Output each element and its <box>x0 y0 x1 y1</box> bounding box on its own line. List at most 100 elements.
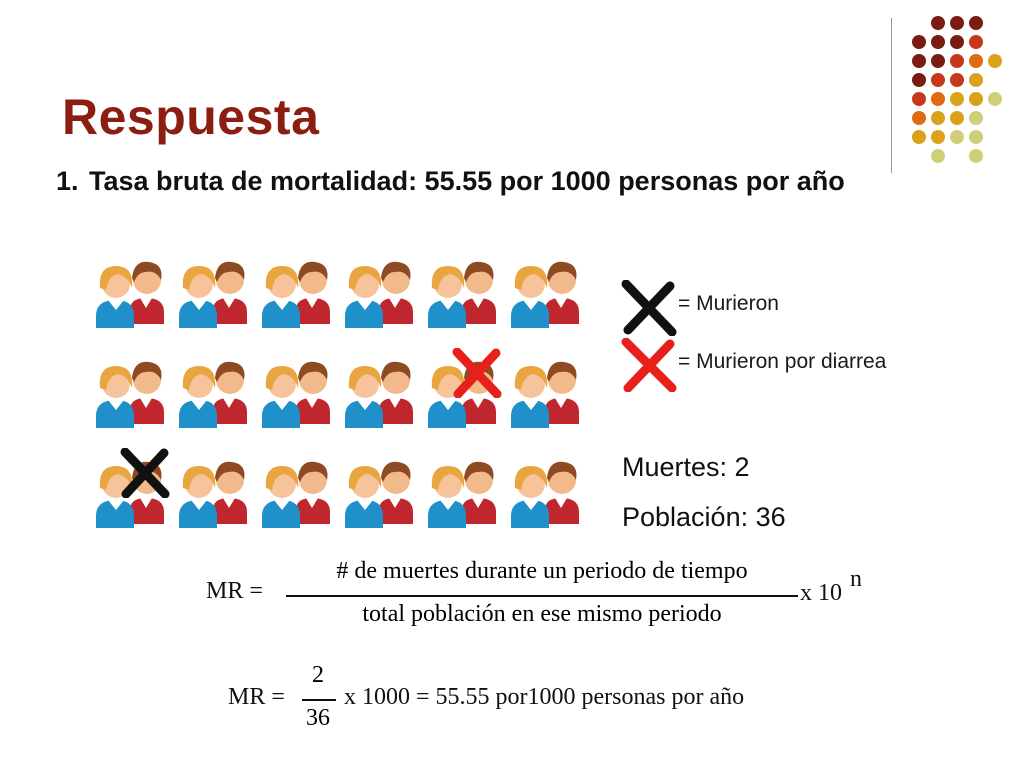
black-x-icon <box>621 280 677 336</box>
man-figure <box>545 461 579 524</box>
main-point: 1. Tasa bruta de mortalidad: 55.55 por 1… <box>56 164 996 198</box>
decorative-dot <box>912 111 926 125</box>
formula1-fraction-bar <box>286 595 798 597</box>
person-pair-icon <box>343 454 423 534</box>
decorative-dot <box>931 130 945 144</box>
man-figure <box>130 361 164 424</box>
person-pair-icon <box>94 254 174 334</box>
decorative-dot <box>912 35 926 49</box>
person-pair-icon <box>509 454 589 534</box>
point-text: Tasa bruta de mortalidad: 55.55 por 1000… <box>89 166 845 196</box>
decorative-dot <box>969 54 983 68</box>
man-figure <box>462 461 496 524</box>
decorative-dot <box>969 149 983 163</box>
formula1-exponent: n <box>850 566 862 592</box>
woman-figure <box>428 366 466 428</box>
decorative-dot <box>969 130 983 144</box>
man-figure <box>213 361 247 424</box>
person-pair-icon <box>177 354 257 434</box>
slide-title: Respuesta <box>62 89 320 145</box>
woman-figure <box>96 266 134 328</box>
decorative-dot <box>969 73 983 87</box>
decorative-dot <box>912 73 926 87</box>
decorative-dot <box>950 16 964 30</box>
decorative-dot <box>912 54 926 68</box>
woman-figure <box>511 366 549 428</box>
deaths-stat: Muertes: 2 <box>622 452 750 482</box>
decorative-dot <box>912 130 926 144</box>
formula2-denominator: 36 <box>306 705 330 731</box>
formula2-lhs: MR = <box>228 684 285 710</box>
decorative-divider-line <box>891 18 892 173</box>
population-stat: Población: 36 <box>622 502 786 532</box>
decorative-dot <box>931 111 945 125</box>
man-figure <box>379 261 413 324</box>
decorative-dot-cluster <box>912 16 1002 163</box>
decorative-dot <box>950 73 964 87</box>
decorative-dot <box>931 92 945 106</box>
person-pair-icon <box>426 454 506 534</box>
decorative-dot <box>931 35 945 49</box>
person-pair-icon <box>94 354 174 434</box>
woman-figure <box>428 466 466 528</box>
decorative-dot <box>969 92 983 106</box>
man-figure <box>296 461 330 524</box>
man-figure <box>296 361 330 424</box>
decorative-dot <box>950 54 964 68</box>
woman-figure <box>96 366 134 428</box>
person-pair-icon <box>509 354 589 434</box>
person-pair-icon <box>343 354 423 434</box>
decorative-dot <box>988 92 1002 106</box>
formula1-numerator: # de muertes durante un periodo de tiemp… <box>336 558 748 584</box>
people-grid <box>94 254 594 534</box>
formula2-fraction-bar <box>302 699 336 701</box>
person-pair-icon <box>177 454 257 534</box>
decorative-dot <box>988 54 1002 68</box>
decorative-dot <box>950 92 964 106</box>
decorative-dot <box>969 111 983 125</box>
decorative-dot <box>969 16 983 30</box>
decorative-dot <box>912 92 926 106</box>
decorative-dot <box>950 35 964 49</box>
person-pair-icon <box>260 254 340 334</box>
woman-figure <box>511 266 549 328</box>
formula1-lhs: MR = <box>206 578 263 604</box>
person-pair-icon <box>260 454 340 534</box>
woman-figure <box>262 266 300 328</box>
man-figure <box>130 261 164 324</box>
person-pair-icon <box>509 254 589 334</box>
person-pair-icon <box>426 254 506 334</box>
woman-figure <box>511 466 549 528</box>
formula1-multiplier: x 10 <box>800 580 842 606</box>
woman-figure <box>345 366 383 428</box>
decorative-dot <box>931 16 945 30</box>
red-x-icon <box>621 338 677 392</box>
decorative-dot <box>931 73 945 87</box>
formula2-rhs: x 1000 = 55.55 por1000 personas por año <box>344 684 745 710</box>
woman-figure <box>345 466 383 528</box>
woman-figure <box>179 266 217 328</box>
woman-figure <box>262 366 300 428</box>
decorative-dot <box>950 130 964 144</box>
man-figure <box>379 361 413 424</box>
decorative-dot <box>931 54 945 68</box>
formula1-denominator: total población en ese mismo periodo <box>362 601 722 627</box>
woman-figure <box>428 266 466 328</box>
woman-figure <box>345 266 383 328</box>
man-figure <box>296 261 330 324</box>
man-figure <box>462 261 496 324</box>
decorative-dot <box>969 35 983 49</box>
man-figure <box>545 261 579 324</box>
woman-figure <box>262 466 300 528</box>
formula2-numerator: 2 <box>312 662 324 688</box>
woman-figure <box>179 366 217 428</box>
man-figure <box>213 461 247 524</box>
woman-figure <box>179 466 217 528</box>
person-pair-icon <box>343 254 423 334</box>
decorative-dot <box>950 111 964 125</box>
red-x-mark-icon <box>452 348 502 398</box>
person-pair-icon <box>260 354 340 434</box>
decorative-dot <box>931 149 945 163</box>
legend-black-label: = Murieron <box>678 292 779 315</box>
man-figure <box>545 361 579 424</box>
